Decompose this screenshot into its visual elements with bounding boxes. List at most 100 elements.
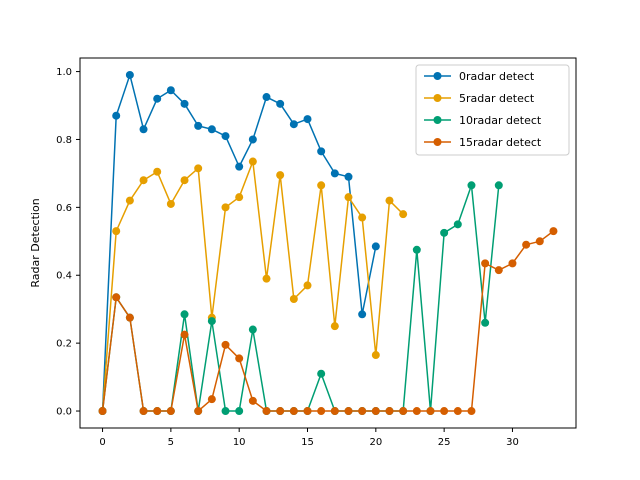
data-point <box>453 407 462 416</box>
data-point <box>180 330 189 339</box>
data-point <box>440 228 449 237</box>
plot-frame <box>79 57 577 429</box>
data-point <box>371 242 380 251</box>
legend-box <box>415 64 570 156</box>
data-point <box>221 340 230 349</box>
legend-label: 15radar detect <box>459 136 542 149</box>
data-point <box>166 86 175 95</box>
data-point <box>371 407 380 416</box>
data-point <box>235 193 244 202</box>
data-point <box>426 407 435 416</box>
data-point <box>303 115 312 124</box>
x-tick-label: 30 <box>506 437 519 448</box>
data-point <box>262 93 271 102</box>
data-point <box>549 227 558 236</box>
data-point <box>399 407 408 416</box>
y-tick-label: 0.6 <box>56 203 72 214</box>
data-point <box>344 193 353 202</box>
y-tick-label: 0.0 <box>56 407 72 418</box>
data-point <box>153 167 162 176</box>
data-point <box>508 259 517 268</box>
data-point <box>344 407 353 416</box>
x-tick-label: 25 <box>438 437 451 448</box>
data-point <box>276 171 285 180</box>
data-point <box>303 407 312 416</box>
x-axis: 0 5 10 15 20 25 30 <box>99 428 519 448</box>
data-point <box>248 135 257 144</box>
data-point <box>112 111 121 120</box>
data-point <box>262 274 271 283</box>
data-point <box>207 125 216 134</box>
data-point <box>289 120 298 129</box>
data-point <box>207 317 216 326</box>
data-point <box>330 169 339 178</box>
data-point <box>481 259 490 268</box>
y-tick-label: 0.8 <box>56 135 72 146</box>
data-point <box>194 407 203 416</box>
series-line <box>101 230 554 412</box>
data-point <box>494 266 503 275</box>
data-point <box>248 325 257 334</box>
data-point <box>125 196 134 205</box>
data-point <box>535 237 544 246</box>
data-point <box>330 407 339 416</box>
data-point <box>139 125 148 134</box>
data-point <box>180 176 189 185</box>
data-point <box>262 407 271 416</box>
x-tick-label: 5 <box>168 437 174 448</box>
data-point <box>248 396 257 405</box>
data-point <box>221 203 230 212</box>
data-point <box>385 196 394 205</box>
data-point <box>467 407 476 416</box>
x-tick-label: 0 <box>99 437 105 448</box>
data-point <box>317 407 326 416</box>
legend: 0radar detect 5radar detect 10radar detect… <box>415 64 570 156</box>
data-point <box>330 322 339 331</box>
data-point <box>494 181 503 190</box>
data-point <box>522 240 531 249</box>
y-axis: 0.0 0.2 0.4 0.6 0.8 1.0 <box>56 67 80 418</box>
legend-label: 5radar detect <box>459 92 535 105</box>
x-tick-label: 10 <box>233 437 246 448</box>
x-tick-label: 20 <box>369 437 382 448</box>
data-point <box>235 407 244 416</box>
legend-marker <box>433 138 442 146</box>
data-point <box>344 172 353 181</box>
data-point <box>180 310 189 319</box>
data-point <box>235 354 244 363</box>
data-point <box>276 99 285 108</box>
data-point <box>221 132 230 141</box>
series-3 <box>98 227 558 416</box>
data-point <box>440 407 449 416</box>
data-point <box>180 99 189 108</box>
legend-marker <box>433 116 442 124</box>
series-layer <box>98 70 558 416</box>
data-point <box>125 313 134 322</box>
data-point <box>153 94 162 103</box>
data-point <box>289 295 298 304</box>
data-point <box>194 121 203 130</box>
data-point <box>153 407 162 416</box>
data-point <box>358 310 367 319</box>
data-point <box>276 407 285 416</box>
data-point <box>139 407 148 416</box>
data-point <box>221 407 230 416</box>
data-point <box>303 281 312 290</box>
legend-label: 10radar detect <box>459 114 542 127</box>
data-point <box>139 176 148 185</box>
data-point <box>399 210 408 219</box>
data-point <box>166 407 175 416</box>
data-point <box>481 318 490 327</box>
y-tick-label: 1.0 <box>56 67 72 78</box>
data-point <box>371 351 380 360</box>
data-point <box>358 213 367 222</box>
data-point <box>317 181 326 190</box>
data-point <box>98 407 107 416</box>
data-point <box>317 369 326 378</box>
data-point <box>412 245 421 254</box>
data-point <box>412 407 421 416</box>
data-point <box>317 147 326 156</box>
data-point <box>358 407 367 416</box>
legend-marker <box>433 94 442 102</box>
